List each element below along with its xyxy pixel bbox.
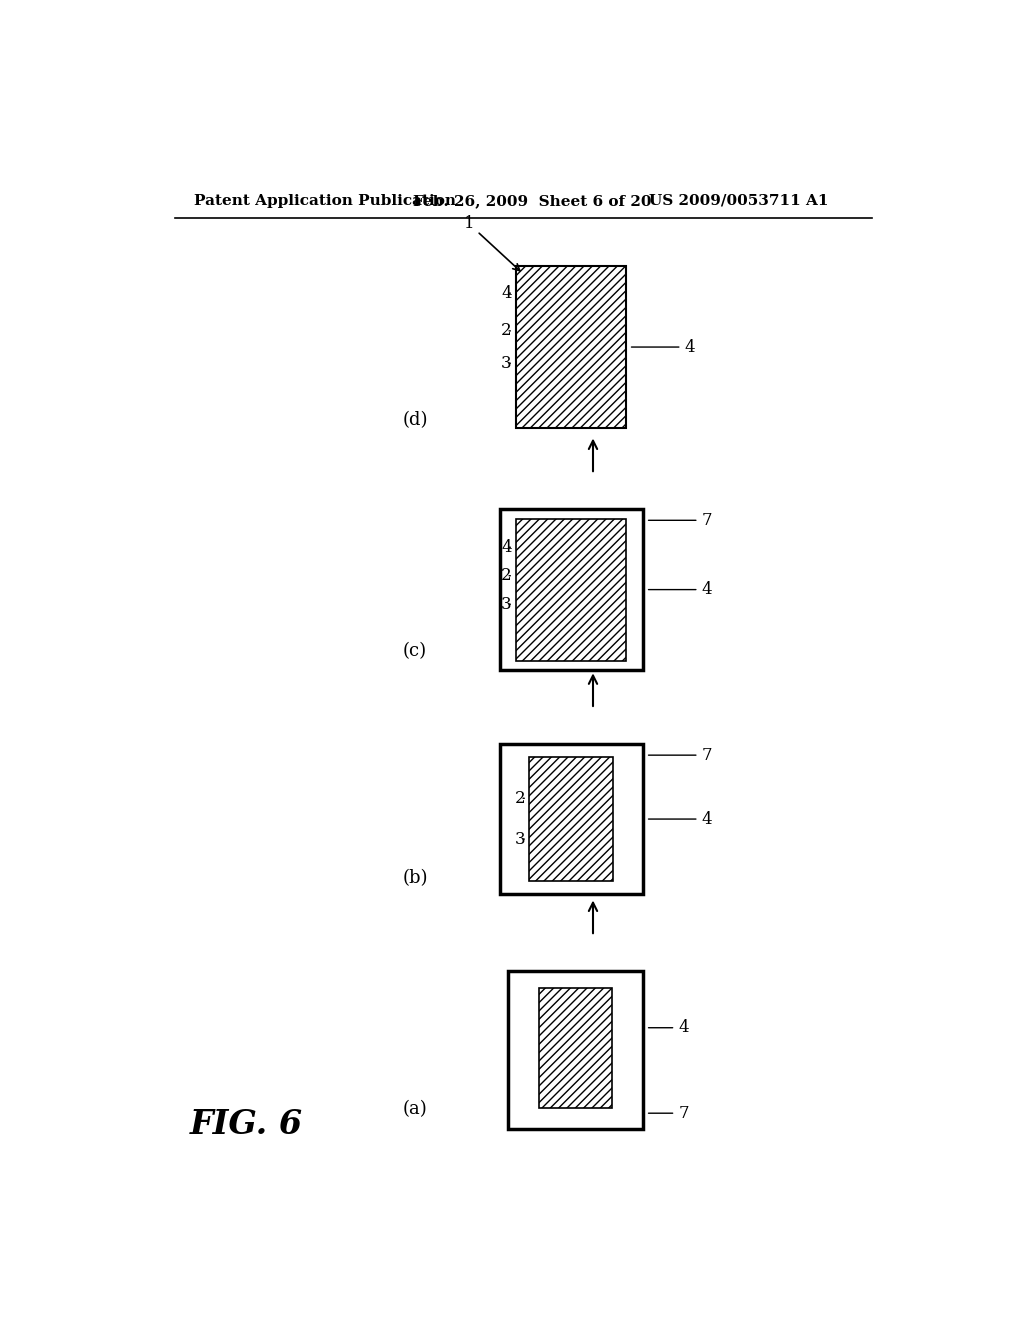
Text: Patent Application Publication: Patent Application Publication [194,194,456,207]
Text: (b): (b) [403,870,429,887]
Text: 7: 7 [648,512,712,529]
Text: (d): (d) [403,412,429,429]
Text: 7: 7 [648,747,712,764]
Text: 3: 3 [501,355,512,372]
Text: 2: 2 [515,789,525,807]
Text: 4: 4 [648,1019,689,1036]
Bar [515,267,627,428]
Text: Feb. 26, 2009  Sheet 6 of 20: Feb. 26, 2009 Sheet 6 of 20 [414,194,651,207]
Text: 7: 7 [648,1105,689,1122]
Text: 4: 4 [501,285,512,302]
Text: FIG. 6: FIG. 6 [190,1109,303,1142]
Text: US 2009/0053711 A1: US 2009/0053711 A1 [649,194,828,207]
Text: 4: 4 [632,338,695,355]
Bar [515,519,627,661]
Text: (a): (a) [403,1101,428,1118]
Text: 3: 3 [515,830,525,847]
Bar [500,743,643,894]
Text: 3: 3 [501,595,512,612]
Text: (c): (c) [403,643,427,660]
Text: 4: 4 [501,539,512,556]
Bar [508,970,643,1129]
Text: 4: 4 [648,581,712,598]
Text: 2: 2 [501,568,512,585]
Bar [539,989,612,1107]
Text: 2: 2 [501,322,512,339]
Text: 4: 4 [648,810,712,828]
Bar [500,508,643,671]
Bar [529,758,613,880]
Text: 1: 1 [464,215,520,271]
